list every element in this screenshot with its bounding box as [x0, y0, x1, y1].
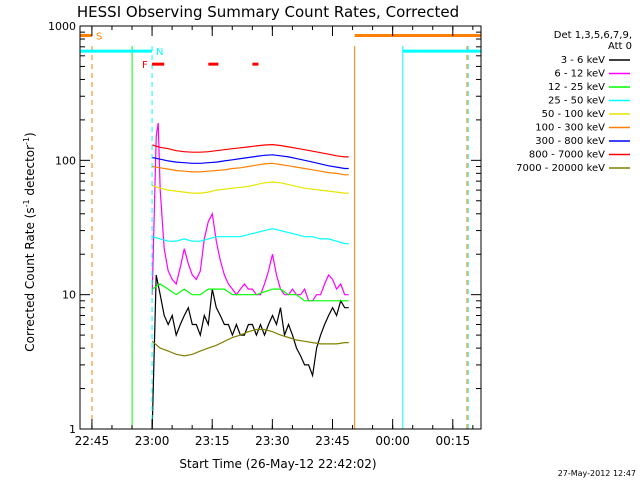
flag-label-0: S [96, 31, 102, 42]
series-line-8 [151, 328, 349, 357]
legend: Det 1,3,5,6,7,9,Att 03 - 6 keV 6 - 12 keV… [516, 30, 632, 174]
x-tick-label: 23:00 [135, 434, 170, 448]
legend-header-0: Det 1,3,5,6,7,9, [554, 30, 632, 41]
axis-layer: 1 10 100 1000 22:45 23:00 23:15 23:30 23:45 00:00… [48, 20, 481, 448]
footer-timestamp: 27-May-2012 12:47 [558, 469, 636, 478]
x-tick-label: 23:30 [255, 434, 290, 448]
legend-label-0: 3 - 6 keV [561, 55, 605, 66]
y-axis-label-sup1: -1 [22, 199, 31, 207]
x-tick-label: 23:45 [315, 434, 350, 448]
flag-label-1: N [156, 47, 163, 58]
legend-header-1: Att 0 [608, 41, 632, 52]
series-layer [151, 122, 349, 430]
y-tick-label: 1000 [48, 20, 76, 33]
legend-label-4: 50 - 100 keV [542, 109, 606, 120]
series-line-6 [152, 154, 349, 170]
y-tick-label: 1 [69, 423, 76, 436]
y-tick-label: 10 [62, 289, 76, 302]
legend-label-8: 7000 - 20000 keV [516, 163, 605, 174]
y-axis-label: Corrected Count Rate (s-1 detector-1) [22, 132, 37, 351]
series-line-3 [152, 228, 349, 245]
y-axis-label-sup2: -1 [22, 137, 31, 145]
marker-layer [91, 46, 469, 429]
legend-label-1: 6 - 12 keV [554, 69, 605, 80]
plot-frame [79, 25, 482, 430]
x-axis-label: Start Time (26-May-12 22:42:02) [179, 457, 376, 471]
y-axis-label-main: Corrected Count Rate (s [23, 207, 37, 351]
series-line-5 [152, 162, 349, 176]
flag-layer: S NF [80, 31, 481, 71]
series-line-0 [151, 274, 349, 430]
y-axis-label-mid: detector [23, 145, 37, 200]
y-tick-label: 100 [55, 154, 76, 167]
legend-label-6: 300 - 800 keV [535, 136, 605, 147]
x-tick-label: 00:00 [375, 434, 410, 448]
series-line-4 [152, 181, 349, 194]
series-line-2 [151, 283, 349, 302]
series-line-1 [151, 122, 349, 302]
x-tick-label: 00:15 [436, 434, 471, 448]
legend-label-3: 25 - 50 keV [548, 96, 605, 107]
legend-label-5: 100 - 300 keV [535, 123, 605, 134]
chart-title: HESSI Observing Summary Count Rates, Cor… [77, 3, 459, 21]
legend-label-7: 800 - 7000 keV [529, 150, 605, 161]
series-line-7 [152, 143, 349, 158]
y-axis-label-end: ) [23, 132, 37, 137]
svg-text:Corrected Count Rate (s-1 dete: Corrected Count Rate (s-1 detector-1) [22, 132, 37, 351]
x-tick-label: 22:45 [75, 434, 110, 448]
legend-label-2: 12 - 25 keV [548, 82, 605, 93]
x-tick-label: 23:15 [195, 434, 230, 448]
flag-label-2: F [142, 60, 148, 71]
